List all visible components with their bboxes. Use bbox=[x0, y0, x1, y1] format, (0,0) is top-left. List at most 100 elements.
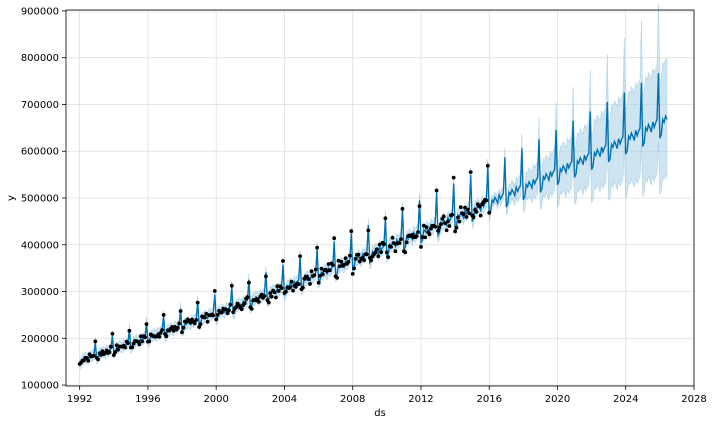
data-point bbox=[450, 212, 455, 217]
data-point bbox=[478, 213, 483, 218]
data-point bbox=[220, 310, 224, 315]
data-point bbox=[170, 325, 175, 329]
data-point bbox=[113, 350, 118, 355]
data-point bbox=[198, 322, 203, 327]
data-point bbox=[427, 232, 432, 237]
data-point bbox=[245, 295, 250, 300]
data-point bbox=[464, 215, 469, 219]
y-tick-label: 400000 bbox=[21, 240, 59, 251]
data-point bbox=[437, 225, 442, 230]
data-point bbox=[365, 252, 369, 257]
data-point bbox=[454, 225, 459, 230]
data-point bbox=[137, 342, 142, 347]
y-tick-label: 800000 bbox=[21, 53, 59, 64]
data-point bbox=[123, 345, 128, 350]
data-point bbox=[332, 236, 337, 241]
data-point bbox=[328, 268, 332, 273]
data-point bbox=[275, 284, 280, 289]
data-point bbox=[320, 272, 325, 277]
data-point bbox=[127, 328, 132, 333]
data-point bbox=[447, 224, 452, 228]
data-point bbox=[348, 253, 352, 258]
y-tick-label: 600000 bbox=[21, 147, 59, 158]
data-point bbox=[211, 313, 216, 318]
x-tick-label: 2000 bbox=[203, 394, 228, 405]
data-point bbox=[114, 343, 119, 348]
data-point bbox=[456, 215, 460, 220]
data-point bbox=[350, 272, 355, 276]
data-point bbox=[291, 288, 295, 293]
data-point bbox=[308, 282, 312, 286]
data-point bbox=[404, 240, 409, 245]
data-point bbox=[436, 228, 440, 233]
data-point bbox=[356, 252, 361, 257]
data-point bbox=[268, 291, 273, 295]
data-point bbox=[421, 223, 426, 228]
data-point bbox=[109, 344, 113, 349]
data-point bbox=[343, 256, 348, 261]
data-point bbox=[171, 328, 176, 333]
data-point bbox=[362, 258, 366, 263]
data-point bbox=[474, 210, 479, 214]
data-point bbox=[158, 331, 163, 335]
data-point bbox=[466, 207, 470, 212]
data-point bbox=[471, 215, 476, 220]
x-tick-label: 1992 bbox=[67, 394, 92, 405]
data-point bbox=[309, 269, 314, 274]
data-point bbox=[276, 289, 281, 293]
data-point bbox=[458, 205, 463, 210]
data-point bbox=[274, 295, 278, 300]
data-point bbox=[423, 235, 428, 240]
data-point bbox=[306, 277, 311, 281]
data-point bbox=[288, 285, 292, 290]
data-point bbox=[357, 259, 362, 264]
uncertainty-band bbox=[79, 4, 668, 370]
data-point bbox=[143, 335, 148, 340]
x-tick-label: 2008 bbox=[340, 394, 365, 405]
data-point bbox=[433, 224, 438, 229]
data-point bbox=[477, 204, 482, 209]
data-point bbox=[439, 222, 443, 227]
data-point bbox=[138, 334, 143, 339]
data-point bbox=[225, 311, 230, 316]
data-point bbox=[330, 263, 335, 267]
data-point bbox=[180, 330, 184, 335]
data-point bbox=[256, 300, 261, 304]
data-point bbox=[313, 267, 318, 272]
data-point bbox=[375, 247, 379, 252]
data-point bbox=[161, 313, 166, 317]
data-point bbox=[390, 235, 395, 240]
data-point bbox=[414, 234, 419, 239]
data-point bbox=[197, 325, 202, 329]
data-point bbox=[202, 315, 207, 320]
x-tick-label: 1996 bbox=[135, 394, 160, 405]
data-point bbox=[231, 310, 236, 314]
y-tick-label: 500000 bbox=[21, 194, 59, 205]
data-point bbox=[157, 334, 162, 339]
data-point bbox=[377, 242, 382, 247]
data-point bbox=[224, 307, 229, 312]
data-point bbox=[319, 266, 324, 271]
data-point bbox=[453, 229, 457, 234]
data-point bbox=[353, 256, 358, 261]
data-point bbox=[373, 250, 378, 255]
data-point bbox=[194, 318, 199, 322]
data-point bbox=[468, 170, 473, 175]
data-point bbox=[379, 250, 383, 255]
data-point bbox=[195, 300, 200, 305]
data-point bbox=[229, 283, 234, 288]
data-point bbox=[100, 349, 105, 353]
data-point bbox=[181, 325, 186, 330]
data-point bbox=[399, 237, 403, 242]
data-point bbox=[212, 289, 217, 293]
data-point bbox=[204, 311, 209, 316]
data-point bbox=[346, 260, 351, 264]
data-point bbox=[110, 331, 115, 336]
data-point bbox=[384, 250, 389, 255]
data-point bbox=[434, 188, 439, 193]
data-point bbox=[164, 334, 169, 339]
y-tick-label: 900000 bbox=[21, 6, 59, 17]
data-point bbox=[383, 216, 388, 221]
data-point bbox=[289, 279, 294, 284]
data-point bbox=[338, 264, 342, 269]
